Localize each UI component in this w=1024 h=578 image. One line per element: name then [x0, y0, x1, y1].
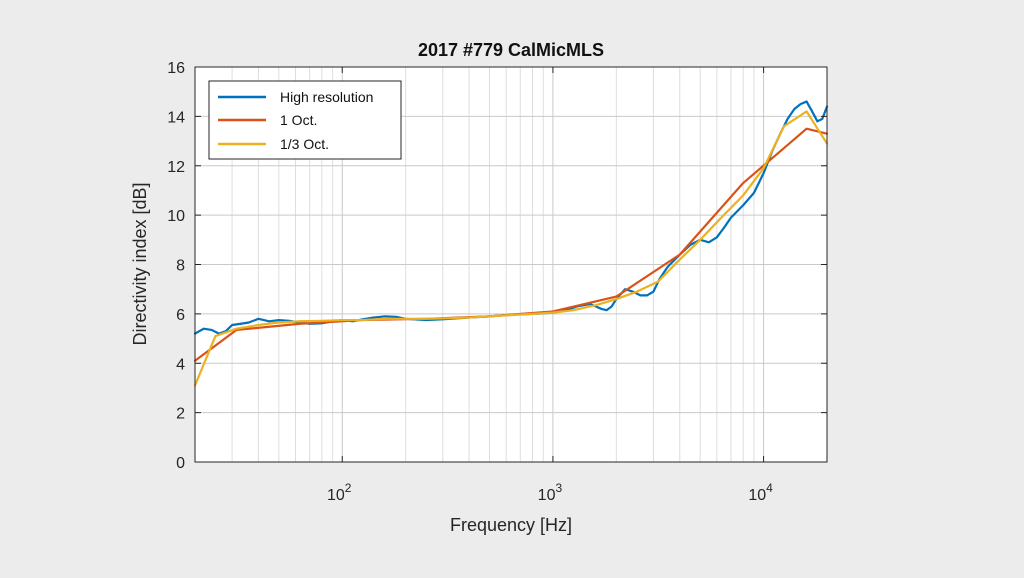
y-tick-label: 4	[176, 356, 185, 373]
series-1-3-oct--line	[193, 110, 829, 387]
y-tick-label: 14	[167, 109, 185, 126]
legend-label-third-oct: 1/3 Oct.	[280, 136, 329, 152]
legend-label-1-oct: 1 Oct.	[280, 112, 317, 128]
x-ticks: 102 103 104	[327, 67, 773, 504]
x-tick-label: 103	[538, 481, 563, 504]
y-tick-label: 10	[167, 208, 185, 225]
series-lines	[193, 100, 829, 387]
y-axis-label: Directivity index [dB]	[130, 182, 150, 345]
y-tick-label: 6	[176, 307, 185, 324]
y-tick-label: 0	[176, 455, 185, 472]
y-tick-label: 2	[176, 406, 185, 423]
y-ticks: 0 2 4 6 8 10 12 14 16	[167, 60, 827, 472]
y-tick-label: 16	[167, 60, 185, 77]
chart-title: 2017 #779 CalMicMLS	[418, 40, 604, 60]
x-tick-label: 102	[327, 481, 352, 504]
legend-label-high-resolution: High resolution	[280, 89, 373, 105]
x-tick-label: 104	[748, 481, 773, 504]
y-tick-label: 8	[176, 258, 185, 275]
y-tick-label: 12	[167, 159, 185, 176]
x-axis-label: Frequency [Hz]	[450, 515, 572, 535]
legend: High resolution 1 Oct. 1/3 Oct.	[208, 80, 402, 160]
